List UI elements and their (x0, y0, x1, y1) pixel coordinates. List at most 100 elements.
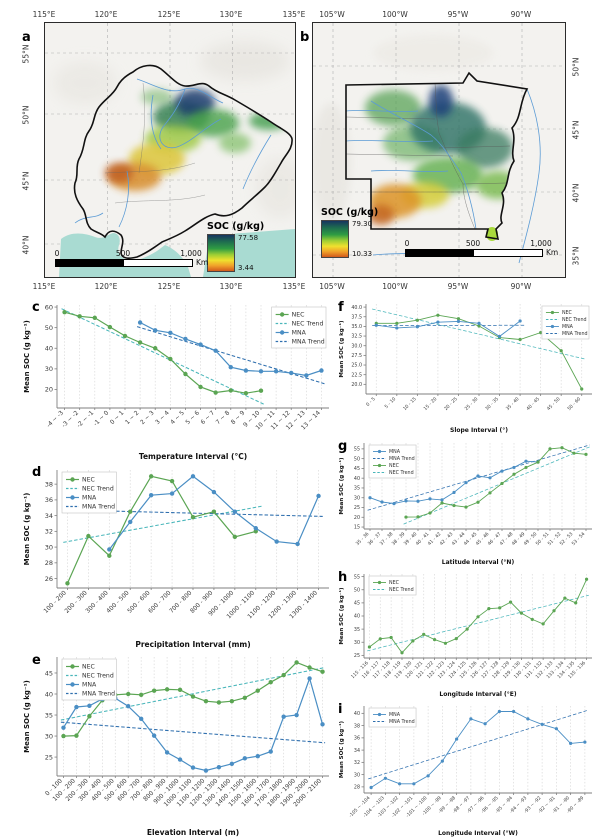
svg-text:30: 30 (354, 772, 360, 778)
xlabel-e: Elevation Interval (m) (147, 828, 239, 837)
trend-line-d-NEC Trend (63, 505, 263, 543)
svg-text:5 ~ 6: 5 ~ 6 (184, 409, 201, 426)
svg-text:25: 25 (354, 505, 360, 511)
svg-text:35: 35 (45, 711, 53, 719)
xlabel-g: Latitude Interval (°N) (442, 559, 515, 566)
svg-text:38: 38 (45, 480, 53, 488)
svg-text:34: 34 (45, 512, 53, 520)
svg-text:27.5: 27.5 (351, 353, 362, 359)
map-a-left-tick-2: 45°N (21, 171, 31, 191)
x-ticks-c: -4 ~ -3-3 ~ -2-2 ~ -1-1 ~ 00 ~ 11 ~ 22 ~… (45, 408, 322, 431)
xlabel-d: Precipitation Interval (mm) (135, 640, 250, 649)
svg-text:30: 30 (354, 640, 360, 646)
panel-letter-d: d (32, 465, 42, 480)
map-a-soc-legend-title: SOC (g/kg) (207, 221, 265, 232)
trend-line-g-MNA Trend (367, 444, 590, 511)
svg-text:MNA Trend: MNA Trend (292, 339, 325, 346)
map-b-right-tick-1: 45°N (571, 120, 581, 140)
svg-text:NEC Trend: NEC Trend (292, 321, 324, 328)
svg-text:MNA: MNA (389, 712, 401, 718)
map-a-boundary (73, 64, 293, 259)
svg-text:26: 26 (45, 575, 53, 583)
map-a-top-tick-2: 125°E (157, 10, 181, 19)
svg-text:32: 32 (45, 528, 53, 536)
map-b-top-tick-1: 100°W (382, 10, 408, 19)
map-a-soc-max: 77.58 (238, 234, 259, 242)
svg-text:30: 30 (45, 543, 53, 551)
svg-text:MNA Trend: MNA Trend (389, 456, 415, 462)
svg-text:45: 45 (354, 466, 360, 472)
map-b-bottom-tick-2: 95°W (447, 282, 469, 291)
svg-text:NEC: NEC (292, 312, 305, 319)
ylabel-e: Mean SOC (g kg⁻¹) (23, 680, 31, 753)
series-d-MNA (107, 474, 321, 552)
svg-text:30 - 35: 30 - 35 (484, 396, 500, 412)
y-ticks-c: 20 30 40 50 60 (45, 303, 57, 394)
map-a-hillshade (53, 41, 295, 218)
svg-text:30.0: 30.0 (351, 343, 362, 349)
panel-letter-e: e (32, 653, 41, 668)
svg-text:25: 25 (354, 653, 360, 659)
chart-panel-h: h 25 30 35 40 45 50 55 115 - 116 116 - 117 117 - 1… (336, 568, 597, 699)
xlabel-i: Longitude Interval (°W) (438, 830, 518, 837)
map-a-scale-500: 500 (115, 249, 131, 258)
map-panel-b: b 105°W 100°W 95°W 90°W 50°N 45°N 40°N 3… (300, 6, 596, 298)
panel-letter-f: f (338, 300, 344, 315)
y-ticks-d: 26 28 30 32 34 36 38 (45, 480, 57, 583)
svg-text:35: 35 (354, 486, 360, 492)
svg-text:2 ~ 3: 2 ~ 3 (139, 409, 156, 426)
map-b-scale-500: 500 (465, 239, 481, 248)
svg-text:40: 40 (45, 690, 53, 698)
svg-text:-2 ~ -1: -2 ~ -1 (76, 409, 96, 429)
map-b-art (313, 23, 565, 277)
svg-text:15: 15 (354, 525, 360, 531)
map-a-colorbar (207, 234, 235, 272)
ylabel-g: Mean SOC (g kg⁻¹) (338, 457, 345, 515)
svg-text:60: 60 (45, 303, 53, 311)
map-a-scale-0: 0 (54, 249, 60, 258)
svg-text:28: 28 (45, 559, 53, 567)
svg-text:50: 50 (354, 456, 360, 462)
map-b-right-tick-2: 40°N (571, 183, 581, 203)
map-b-top-tick-0: 105°W (319, 10, 345, 19)
svg-text:3 ~ 4: 3 ~ 4 (154, 409, 171, 426)
svg-text:NEC Trend: NEC Trend (389, 470, 414, 476)
svg-text:0 ~ 1: 0 ~ 1 (109, 409, 126, 426)
svg-text:MNA: MNA (562, 324, 574, 330)
trend-line-e-MNA Trend (60, 721, 326, 744)
map-a-left-tick-0: 55°N (21, 44, 31, 64)
map-a-soc-raster (105, 89, 289, 191)
map-a-left-tick-1: 50°N (21, 105, 31, 125)
map-a-top-tick-4: 135°E (282, 10, 306, 19)
ylabel-i: Mean SOC (g kg⁻¹) (338, 720, 345, 778)
ylabel-h: Mean SOC (g kg⁻¹) (338, 587, 345, 645)
svg-text:55: 55 (354, 447, 360, 453)
trend-line-h-NEC Trend (367, 594, 589, 652)
svg-text:NEC: NEC (389, 463, 400, 469)
panel-letter-c: c (32, 300, 40, 315)
map-a-soc-min: 3.44 (238, 264, 254, 272)
svg-text:20.0: 20.0 (351, 382, 362, 388)
y-ticks-g: 15 20 25 30 35 40 45 50 55 (354, 447, 364, 531)
panel-letter-a: a (22, 30, 31, 45)
series-i-MNA (369, 709, 587, 790)
svg-text:35.0: 35.0 (351, 324, 362, 330)
svg-text:34: 34 (354, 748, 360, 754)
map-b-soc-max: 79.30 (352, 220, 373, 228)
svg-text:NEC: NEC (562, 310, 573, 316)
map-a-admin-lines (104, 82, 206, 204)
map-b-bottom-tick-3: 90°W (510, 282, 532, 291)
map-a-top-tick-1: 120°E (94, 10, 118, 19)
chart-panel-g: g 15 20 25 30 35 40 45 50 55 35 - 36 36 - 37 37 - 38… (336, 437, 597, 567)
trend-line-f-NEC Trend (372, 308, 586, 360)
panel-letter-g: g (338, 439, 348, 454)
map-b-hillshade (313, 35, 493, 223)
